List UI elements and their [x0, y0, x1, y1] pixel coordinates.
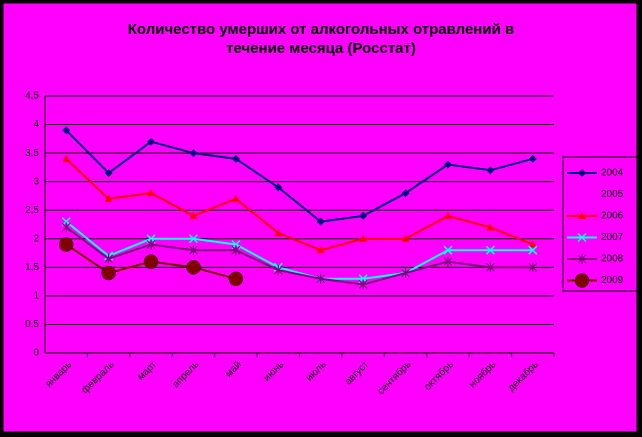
data-point: [443, 211, 452, 219]
legend-box: [562, 156, 638, 292]
data-point: [273, 265, 283, 276]
legend-label: 2005: [601, 189, 624, 200]
data-point: [146, 239, 156, 250]
data-point: [358, 279, 368, 290]
data-point: [274, 183, 283, 192]
data-point: [231, 245, 241, 256]
data-point: [104, 169, 113, 178]
legend-marker: [579, 191, 585, 198]
data-point: [274, 229, 283, 237]
data-point: [443, 160, 452, 169]
y-tick-label: 1: [33, 291, 39, 302]
y-tick-label: 1,5: [25, 262, 39, 273]
data-point: [62, 126, 71, 135]
data-point: [231, 154, 240, 163]
legend-label: 2004: [601, 168, 624, 179]
data-point: [104, 253, 114, 264]
series-line: [65, 129, 534, 223]
y-tick-label: 3,5: [25, 148, 39, 159]
data-point: [189, 149, 198, 158]
legend-label: 2009: [601, 275, 624, 286]
y-tick-label: 0,5: [25, 319, 39, 330]
y-tick-label: 2,5: [25, 205, 39, 216]
legend-label: 2008: [601, 254, 624, 265]
data-point: [104, 194, 113, 202]
data-point: [528, 262, 538, 273]
legend-marker: [577, 232, 587, 243]
data-point: [443, 245, 453, 255]
data-point: [58, 237, 74, 252]
data-point: [528, 245, 538, 255]
series-line: [65, 158, 534, 252]
data-point: [189, 245, 198, 256]
data-point: [316, 246, 325, 254]
data-point: [443, 256, 453, 267]
data-point: [486, 223, 495, 231]
y-tick-label: 4,5: [25, 91, 39, 102]
chart-title: Количество умерших от алкогольных отравл…: [127, 21, 515, 57]
legend-label: 2006: [601, 211, 624, 222]
y-tick-label: 0: [33, 348, 39, 359]
series-line: [65, 220, 533, 280]
data-point: [147, 189, 156, 197]
y-tick-label: 3: [33, 176, 39, 187]
series-line: [65, 226, 533, 286]
data-point: [486, 166, 495, 175]
legend-marker: [578, 169, 586, 177]
data-point: [401, 234, 410, 242]
y-tick-label: 4: [33, 119, 39, 130]
data-point: [316, 273, 326, 284]
data-point: [359, 211, 368, 220]
data-point: [231, 194, 240, 202]
data-point: [316, 217, 325, 226]
data-point: [528, 240, 537, 248]
data-point: [401, 268, 410, 279]
data-point: [189, 211, 198, 219]
legend-marker: [577, 254, 587, 264]
chart-background: [2, 2, 638, 433]
y-tick-label: 2: [33, 233, 39, 244]
data-point: [186, 260, 201, 275]
data-point: [401, 189, 410, 198]
data-point: [228, 271, 244, 287]
data-point: [188, 234, 198, 244]
legend-label: 2007: [601, 232, 624, 243]
data-point: [101, 265, 116, 281]
legend-marker: [578, 212, 586, 219]
data-point: [485, 245, 495, 255]
data-point: [143, 254, 159, 269]
data-point: [61, 222, 71, 233]
data-point: [485, 262, 495, 273]
data-point: [359, 234, 368, 242]
data-point: [62, 154, 71, 162]
data-point: [147, 137, 156, 146]
data-point: [528, 154, 537, 163]
legend-marker: [574, 273, 590, 288]
